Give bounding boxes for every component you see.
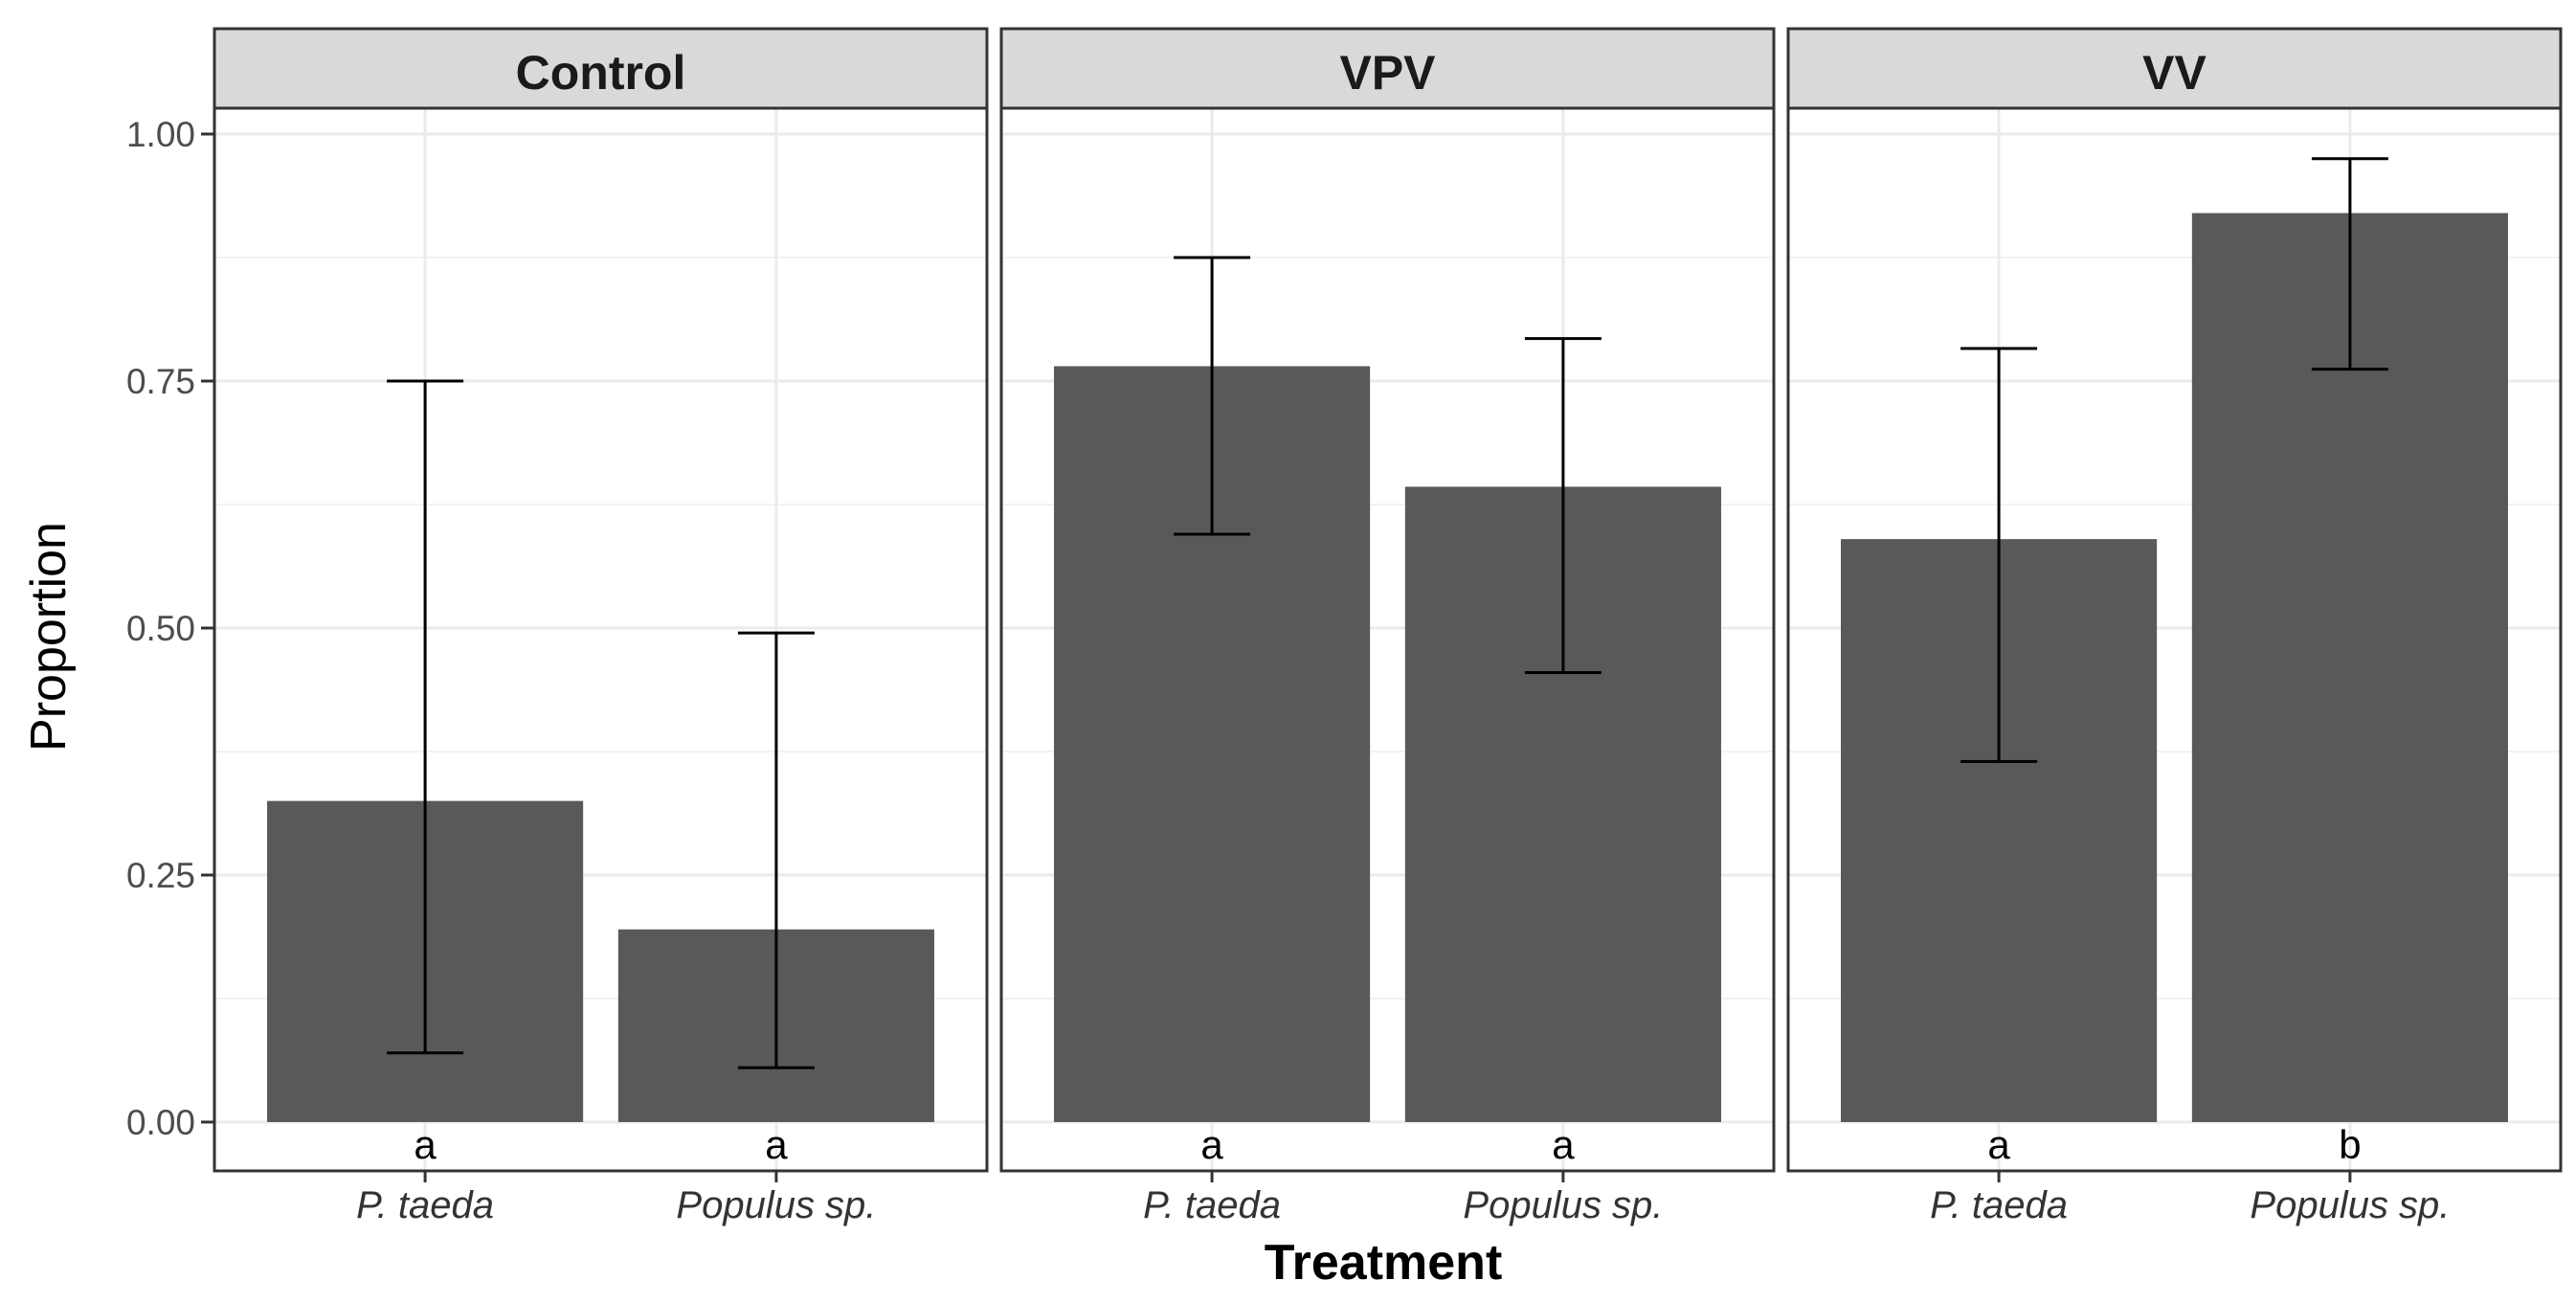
x-tick-label: Populus sp. <box>676 1184 876 1226</box>
facet-strip <box>999 27 1776 110</box>
facet-strip <box>213 27 989 110</box>
y-tick-label: 0.50 <box>126 609 195 648</box>
panel-border <box>1786 106 2563 1173</box>
panel-border <box>999 106 1776 1173</box>
facet-strip-label: VPV <box>1339 46 1436 100</box>
x-tick-label: Populus sp. <box>1463 1184 1663 1226</box>
x-axis-title: Treatment <box>1265 1235 1503 1291</box>
significance-label: a <box>414 1122 437 1167</box>
x-tick-label: P. taeda <box>1143 1184 1281 1226</box>
significance-label: a <box>1200 1122 1223 1167</box>
significance-label: a <box>1552 1122 1575 1167</box>
facet-strip <box>1786 27 2563 110</box>
y-tick-label: 0.75 <box>126 362 195 401</box>
significance-label: b <box>2339 1122 2361 1167</box>
x-tick-label: P. taeda <box>1930 1184 2068 1226</box>
x-tick-label: P. taeda <box>356 1184 494 1226</box>
facet-strip-label: VV <box>2142 46 2206 100</box>
y-axis-title: Proportion <box>21 522 77 752</box>
y-tick-label: 0.25 <box>126 856 195 895</box>
facet-strip-label: Control <box>516 46 686 100</box>
y-tick-label: 1.00 <box>126 115 195 154</box>
significance-label: a <box>765 1122 788 1167</box>
y-tick-label: 0.00 <box>126 1103 195 1142</box>
x-tick-label: Populus sp. <box>2250 1184 2450 1226</box>
panel-border <box>213 106 989 1173</box>
significance-label: a <box>1987 1122 2010 1167</box>
plot-area: 0.00 0.25 0.50 0.75 1.00 Control a P. taeda a Pop… <box>126 27 2563 1226</box>
